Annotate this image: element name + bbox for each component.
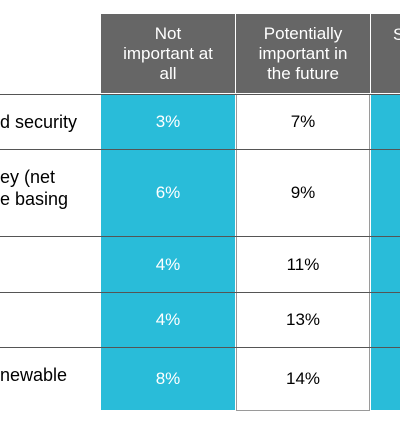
text-line: 4%	[155, 254, 181, 274]
text-line: important at	[123, 43, 213, 63]
text-line: all	[159, 63, 177, 83]
value-cell: 7%	[236, 95, 370, 150]
text-line: 11%	[286, 254, 320, 274]
value-cell	[371, 95, 400, 150]
value-cell: 8%	[101, 348, 235, 411]
text-line: 14%	[285, 369, 321, 388]
text-line: the future	[267, 63, 339, 83]
value-cell: 9%	[236, 150, 370, 237]
text-line: newable	[0, 365, 68, 385]
text-line: 3%	[155, 112, 181, 131]
value-cell: 3%	[101, 95, 235, 150]
row-label	[0, 293, 100, 348]
text-line: 9%	[290, 183, 316, 202]
header-cell: Potentially important in the future	[236, 14, 370, 93]
value-cell	[371, 348, 400, 411]
value-cell: 11%	[236, 237, 370, 293]
header-cell: S	[371, 14, 400, 93]
row-rule	[0, 347, 400, 348]
value-cell: 14%	[236, 348, 370, 411]
row-label	[0, 237, 100, 293]
text-line: 8%	[155, 369, 181, 388]
text-line: d security	[0, 112, 78, 132]
text-line: important in	[258, 43, 348, 63]
row-rule	[0, 94, 400, 95]
value-cell	[371, 237, 400, 293]
row-label: d security	[0, 95, 100, 150]
text-line: 13%	[285, 310, 321, 329]
row-label: newable	[0, 348, 100, 411]
text-line: e basing	[0, 189, 69, 209]
row-rule	[0, 149, 400, 150]
header-cell: Not important at all	[101, 14, 235, 93]
text-line: S	[393, 25, 400, 44]
value-cell: 6%	[101, 150, 235, 237]
row-rule	[0, 236, 400, 237]
row-rule	[0, 292, 400, 293]
value-cell: 13%	[236, 293, 370, 348]
text-line: 7%	[290, 112, 316, 131]
text-line: 6%	[155, 183, 181, 202]
value-cell	[371, 293, 400, 348]
text-line: Not	[154, 23, 182, 43]
text-line: Potentially	[263, 23, 343, 43]
text-line: 4%	[155, 310, 181, 329]
value-cell: 4%	[101, 237, 235, 293]
row-label: ey (net e basing	[0, 150, 100, 237]
value-cell	[371, 150, 400, 237]
text-line: ey (net	[0, 167, 56, 187]
value-cell: 4%	[101, 293, 235, 348]
